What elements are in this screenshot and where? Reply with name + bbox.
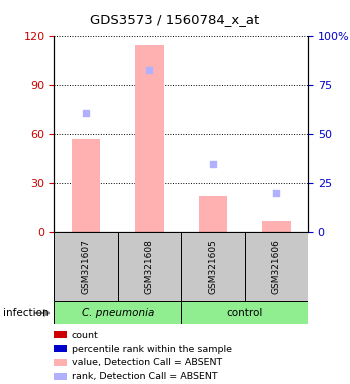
Bar	[181, 301, 308, 324]
Text: GSM321606: GSM321606	[272, 240, 281, 294]
Text: GSM321605: GSM321605	[208, 240, 217, 294]
Bar	[262, 221, 290, 232]
Point	[83, 110, 89, 116]
Text: infection: infection	[4, 308, 49, 318]
Bar	[245, 232, 308, 301]
Point	[210, 161, 216, 167]
Text: C. pneumonia: C. pneumonia	[82, 308, 154, 318]
Bar	[54, 232, 118, 301]
Bar	[118, 232, 181, 301]
Bar	[72, 139, 100, 232]
Text: count: count	[72, 331, 98, 340]
Text: rank, Detection Call = ABSENT: rank, Detection Call = ABSENT	[72, 372, 217, 381]
Point	[147, 67, 152, 73]
Bar	[198, 197, 227, 232]
Text: control: control	[226, 308, 263, 318]
Bar	[54, 301, 181, 324]
Text: percentile rank within the sample: percentile rank within the sample	[72, 344, 232, 354]
Text: GSM321608: GSM321608	[145, 240, 154, 294]
Bar	[135, 45, 164, 232]
Text: value, Detection Call = ABSENT: value, Detection Call = ABSENT	[72, 358, 222, 367]
Bar	[181, 232, 245, 301]
Text: GDS3573 / 1560784_x_at: GDS3573 / 1560784_x_at	[90, 13, 260, 26]
Point	[273, 190, 279, 196]
Text: GSM321607: GSM321607	[82, 240, 90, 294]
